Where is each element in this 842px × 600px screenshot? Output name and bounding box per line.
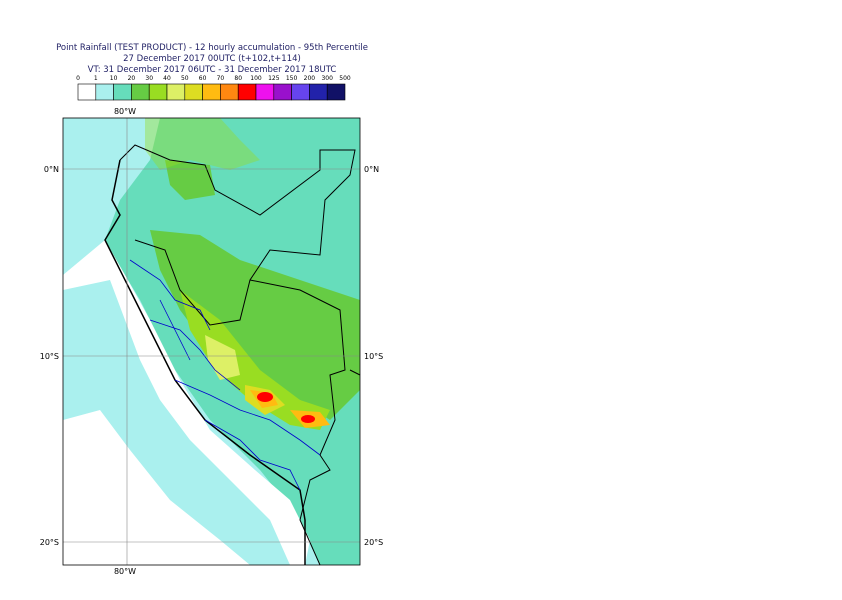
legend-label: 60 — [199, 75, 207, 82]
legend-label: 50 — [181, 75, 189, 82]
legend-swatch — [166, 83, 186, 101]
legend-swatch — [273, 83, 292, 101]
legend-label: 1 — [94, 75, 98, 82]
graticule — [63, 118, 360, 565]
legend-swatch — [309, 83, 328, 101]
lat-label: 20°S — [40, 538, 59, 547]
legend-label: 80 — [234, 75, 242, 82]
legend-swatch — [184, 83, 203, 101]
legend-label: 125 — [268, 75, 280, 82]
legend-swatch — [202, 83, 221, 101]
legend-swatch — [237, 83, 257, 101]
legend-label: 100 — [250, 75, 262, 82]
lon-label: 80°W — [114, 107, 136, 116]
legend-swatch — [220, 83, 239, 101]
lat-label: 10°S — [364, 352, 383, 361]
legend-swatch — [131, 83, 150, 101]
legend-label: 20 — [128, 75, 136, 82]
legend-label: 40 — [163, 75, 171, 82]
rainfall-field — [63, 118, 360, 565]
regional-borders — [129, 259, 321, 491]
legend-label: 500 — [339, 75, 351, 82]
borders — [119, 144, 361, 566]
legend-label: 10 — [110, 75, 118, 82]
legend-swatch — [113, 83, 132, 101]
legend-swatch — [148, 83, 168, 101]
lat-label: 0°N — [364, 165, 379, 174]
legend-label: 200 — [304, 75, 316, 82]
legend-swatch — [326, 83, 346, 101]
legend-label: 0 — [76, 75, 80, 82]
legend-label: 70 — [217, 75, 225, 82]
valid-time: VT: 31 December 2017 06UTC - 31 December… — [88, 65, 337, 75]
coastline — [104, 159, 306, 565]
lat-label: 10°S — [40, 352, 59, 361]
lon-label: 80°W — [114, 567, 136, 576]
lat-label: 20°S — [364, 538, 383, 547]
legend-swatch — [95, 83, 114, 101]
legend-label: 300 — [321, 75, 333, 82]
legend-swatch — [291, 83, 310, 101]
legend-swatch — [255, 83, 275, 101]
legend: 0 1 10 20 30 40 50 60 70 80 100 125 150 200 300 500 — [76, 75, 351, 101]
lat-label: 0°N — [44, 165, 59, 174]
legend-swatch — [77, 83, 97, 101]
base-time: 27 December 2017 00UTC (t+102,t+114) — [123, 54, 301, 64]
map-frame — [62, 117, 361, 566]
legend-label: 30 — [145, 75, 153, 82]
title: Point Rainfall (TEST PRODUCT) - 12 hourl… — [56, 43, 368, 53]
legend-label: 150 — [286, 75, 298, 82]
